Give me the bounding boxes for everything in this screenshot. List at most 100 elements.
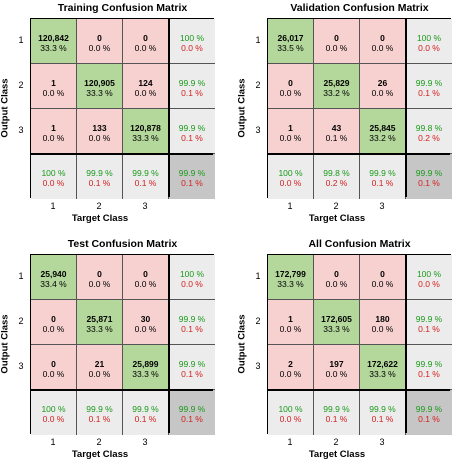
matrix-cell: 30 0.0 % [123, 300, 169, 345]
matrix-cell: 0 0.0 % [314, 255, 360, 300]
cell-percent: 33.5 % [277, 43, 304, 53]
matrix-cell: 25,899 33.3 % [123, 345, 169, 390]
matrix-cell: 21 0.0 % [77, 345, 123, 390]
cell-count: 0 [334, 33, 339, 43]
x-axis-label: Target Class [308, 449, 366, 460]
confusion-matrix-panel-validation: Validation Confusion Matrix 26,017 33.5 % 0… [237, 0, 474, 236]
x-tick-label: 1 [287, 437, 293, 447]
column-summary-error: 0.1 % [134, 178, 157, 188]
summary-divider-horizontal [268, 389, 450, 391]
cell-percent: 0.0 % [134, 279, 157, 289]
row-summary-error: 0.1 % [181, 88, 203, 98]
matrix-grid: 25,940 33.4 % 0 0.0 % 0 0.0 % 100 % 0.0 % 0 0.0 %… [30, 254, 215, 435]
row-summary-cell: 99.9 % 0.1 % [406, 300, 452, 345]
summary-divider-vertical [168, 19, 170, 197]
cell-count: 0 [97, 269, 102, 279]
cell-percent: 33.4 % [40, 279, 67, 289]
column-summary-correct: 99.8 % [323, 168, 350, 178]
row-summary-cell: 99.9 % 0.1 % [406, 64, 452, 109]
cell-percent: 0.0 % [134, 88, 157, 98]
row-summary-correct: 99.9 % [178, 123, 206, 133]
y-tick-label: 1 [18, 34, 24, 45]
cell-percent: 0.0 % [279, 369, 302, 379]
y-tick-label: 2 [18, 315, 24, 326]
column-summary-error: 0.1 % [325, 414, 348, 424]
row-summary-correct: 99.9 % [415, 359, 443, 369]
cell-percent: 0.0 % [371, 43, 394, 53]
column-summary-cell: 100 % 0.0 % [268, 154, 314, 199]
matrix-cell: 0 0.0 % [123, 255, 169, 300]
cell-count: 1 [288, 123, 293, 133]
summary-divider-vertical [168, 255, 170, 433]
column-summary-correct: 99.9 % [369, 168, 396, 178]
cell-count: 0 [97, 33, 102, 43]
column-summary-error: 0.2 % [325, 178, 348, 188]
cell-count: 172,622 [367, 359, 398, 369]
cell-count: 0 [51, 359, 56, 369]
confusion-matrix-panel-test: Test Confusion Matrix 25,940 33.4 % 0 0.0 % 0… [0, 236, 237, 472]
cell-count: 0 [288, 78, 293, 88]
matrix-cell: 172,605 33.3 % [314, 300, 360, 345]
cell-count: 2 [288, 359, 293, 369]
x-tick-label: 2 [96, 437, 102, 447]
y-tick-label: 3 [255, 124, 261, 135]
matrix-cell: 1 0.0 % [268, 109, 314, 154]
column-summary-correct: 100 % [278, 168, 303, 178]
matrix-cell: 0 0.0 % [314, 19, 360, 64]
column-summary-cell: 99.8 % 0.2 % [314, 154, 360, 199]
x-tick-label: 3 [142, 201, 148, 211]
cell-count: 172,799 [275, 269, 306, 279]
matrix-cell: 0 0.0 % [123, 19, 169, 64]
cell-count: 1 [288, 314, 293, 324]
column-summary-cell: 100 % 0.0 % [31, 390, 77, 435]
column-summary-cell: 99.9 % 0.1 % [360, 154, 406, 199]
matrix-cell: 1 0.0 % [31, 64, 77, 109]
cell-percent: 33.3 % [323, 324, 350, 334]
overall-error: 0.1 % [418, 178, 440, 188]
column-summary-error: 0.1 % [88, 178, 111, 188]
cell-percent: 33.3 % [277, 279, 304, 289]
column-summary-correct: 99.9 % [323, 404, 350, 414]
y-tick-label: 2 [255, 79, 261, 90]
matrix-cell: 25,845 33.2 % [360, 109, 406, 154]
matrix-cell: 0 0.0 % [360, 255, 406, 300]
matrix-cell: 120,842 33.3 % [31, 19, 77, 64]
cell-percent: 33.3 % [132, 133, 159, 143]
matrix-cell: 43 0.1 % [314, 109, 360, 154]
x-tick-label: 1 [50, 437, 56, 447]
cell-percent: 0.0 % [279, 88, 302, 98]
cell-percent: 33.2 % [369, 133, 396, 143]
column-summary-correct: 99.9 % [86, 168, 113, 178]
column-summary-correct: 99.9 % [86, 404, 113, 414]
x-tick-label: 1 [50, 201, 56, 211]
cell-percent: 0.0 % [42, 369, 65, 379]
summary-divider-horizontal [268, 153, 450, 155]
cell-percent: 33.3 % [369, 369, 396, 379]
cell-count: 197 [329, 359, 344, 369]
cell-count: 120,842 [38, 33, 69, 43]
cell-count: 0 [334, 269, 339, 279]
cell-count: 26 [377, 78, 388, 88]
cell-count: 0 [51, 314, 56, 324]
row-summary-cell: 99.9 % 0.1 % [406, 345, 452, 390]
column-summary-error: 0.0 % [279, 414, 302, 424]
cell-count: 0 [143, 269, 148, 279]
row-summary-correct: 100 % [416, 33, 442, 43]
matrix-cell: 120,878 33.3 % [123, 109, 169, 154]
column-summary-error: 0.0 % [42, 414, 65, 424]
overall-error: 0.1 % [181, 178, 203, 188]
x-tick-label: 2 [333, 201, 339, 211]
cell-percent: 0.0 % [88, 133, 111, 143]
row-summary-error: 0.1 % [181, 133, 203, 143]
column-summary-error: 0.0 % [279, 178, 302, 188]
column-summary-cell: 99.9 % 0.1 % [123, 154, 169, 199]
cell-percent: 33.3 % [132, 369, 159, 379]
overall-correct: 99.9 % [415, 404, 443, 414]
cell-percent: 0.0 % [325, 43, 348, 53]
overall-accuracy-cell: 99.9 % 0.1 % [169, 154, 215, 199]
y-tick-label: 1 [18, 270, 24, 281]
y-tick-label: 3 [18, 360, 24, 371]
column-summary-correct: 100 % [41, 404, 66, 414]
row-summary-error: 0.0 % [418, 43, 440, 53]
cell-percent: 33.3 % [86, 88, 113, 98]
